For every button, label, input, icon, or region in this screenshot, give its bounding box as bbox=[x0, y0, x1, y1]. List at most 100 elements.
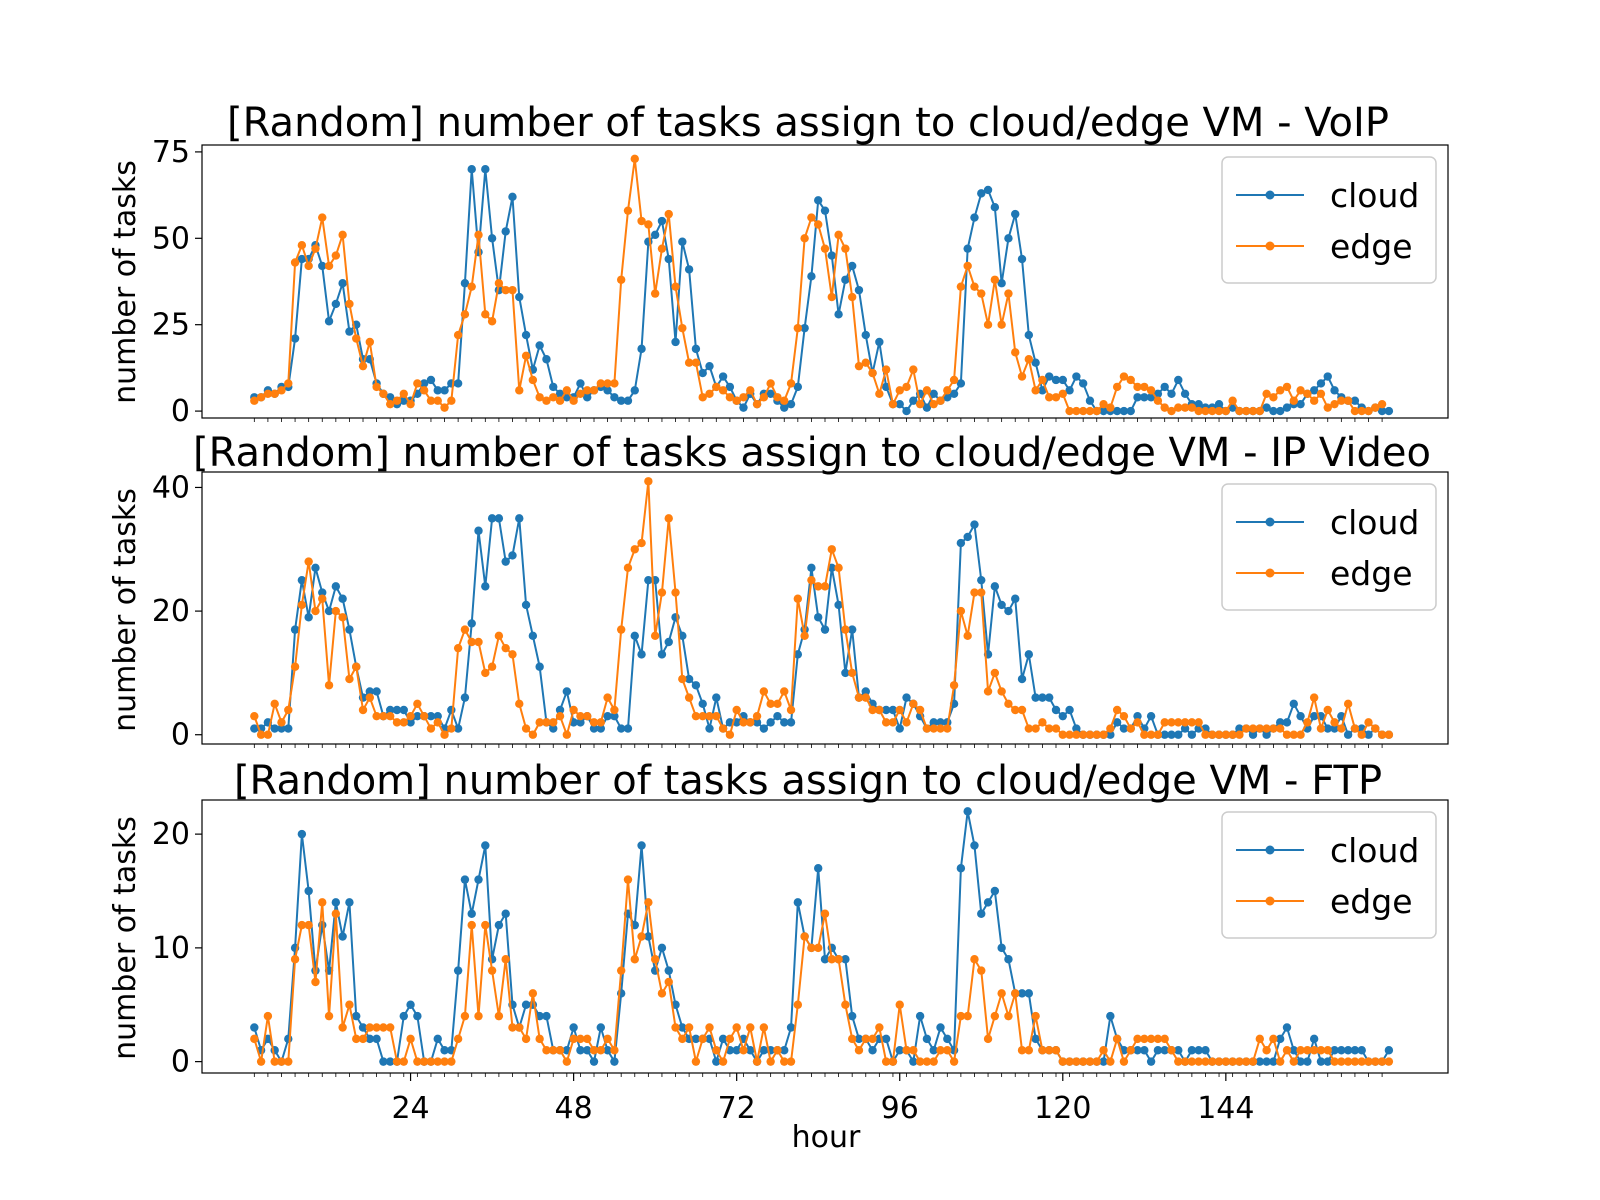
data-point-cloud bbox=[508, 551, 517, 560]
data-point-cloud bbox=[338, 279, 347, 288]
data-point-edge bbox=[1337, 724, 1346, 733]
data-point-edge bbox=[949, 375, 959, 385]
data-point-cloud bbox=[963, 807, 972, 816]
data-point-edge bbox=[1364, 1057, 1373, 1066]
data-point-edge bbox=[589, 718, 599, 727]
data-point-edge bbox=[746, 1023, 755, 1032]
data-point-cloud bbox=[297, 829, 307, 839]
data-point-cloud bbox=[1044, 372, 1054, 381]
data-point-edge bbox=[256, 1057, 266, 1066]
data-point-edge bbox=[1282, 382, 1292, 392]
data-point-cloud bbox=[1024, 989, 1034, 998]
data-point-cloud bbox=[936, 718, 945, 727]
data-point-edge bbox=[759, 393, 769, 402]
data-point-edge bbox=[1350, 724, 1360, 733]
data-point-cloud bbox=[1282, 403, 1292, 412]
data-point-edge bbox=[1309, 693, 1319, 702]
subplot-ftp: [Random] number of tasks assign to cloud… bbox=[108, 758, 1449, 1155]
data-point-cloud bbox=[583, 393, 592, 402]
data-point-edge bbox=[732, 1023, 741, 1032]
data-point-cloud bbox=[1044, 693, 1054, 702]
data-point-edge bbox=[250, 711, 259, 721]
data-point-edge bbox=[691, 711, 701, 721]
data-point-cloud bbox=[936, 1023, 945, 1032]
data-point-cloud bbox=[589, 724, 599, 733]
data-point-edge bbox=[352, 334, 361, 343]
data-point-edge bbox=[1194, 1057, 1203, 1066]
data-point-edge bbox=[1044, 724, 1054, 733]
data-point-cloud bbox=[616, 396, 626, 405]
data-point-cloud bbox=[1316, 1057, 1326, 1066]
data-point-cloud bbox=[841, 275, 850, 284]
data-point-cloud bbox=[1309, 711, 1319, 721]
data-point-edge bbox=[467, 920, 476, 930]
data-point-cloud bbox=[1140, 393, 1149, 402]
data-point-cloud bbox=[644, 575, 653, 585]
data-point-cloud bbox=[297, 575, 307, 585]
data-point-edge bbox=[956, 606, 966, 616]
data-point-edge bbox=[1289, 1057, 1298, 1066]
data-point-cloud bbox=[1275, 1034, 1285, 1044]
data-point-cloud bbox=[324, 317, 334, 326]
data-point-edge bbox=[977, 588, 986, 597]
data-point-edge bbox=[1011, 989, 1020, 998]
data-point-cloud bbox=[691, 1034, 701, 1044]
data-point-cloud bbox=[1275, 718, 1285, 727]
data-point-cloud bbox=[671, 337, 680, 347]
data-point-edge bbox=[1275, 386, 1285, 395]
data-point-cloud bbox=[637, 344, 646, 354]
data-point-cloud bbox=[603, 711, 612, 721]
data-point-cloud bbox=[385, 705, 395, 715]
data-point-cloud bbox=[678, 631, 687, 641]
data-point-edge bbox=[671, 588, 680, 597]
data-point-cloud bbox=[1180, 389, 1190, 399]
legend-entry-edge: edge bbox=[1236, 882, 1413, 921]
data-point-edge bbox=[820, 244, 830, 253]
data-point-edge bbox=[1235, 730, 1244, 739]
data-point-edge bbox=[1364, 406, 1373, 416]
data-point-edge bbox=[1078, 730, 1088, 739]
data-point-cloud bbox=[895, 399, 904, 409]
data-point-cloud bbox=[1296, 1057, 1305, 1066]
data-point-cloud bbox=[814, 864, 823, 873]
data-point-edge bbox=[616, 625, 626, 634]
data-point-cloud bbox=[657, 650, 667, 659]
y-axis-label: number of tasks bbox=[108, 160, 143, 404]
data-point-cloud bbox=[841, 668, 850, 678]
data-point-edge bbox=[270, 389, 279, 399]
data-point-edge bbox=[1337, 1057, 1346, 1066]
data-point-edge bbox=[596, 718, 606, 727]
data-point-edge bbox=[1140, 1034, 1149, 1044]
data-point-edge bbox=[379, 1023, 388, 1032]
data-point-edge bbox=[433, 718, 442, 727]
data-point-cloud bbox=[481, 582, 490, 591]
data-point-edge bbox=[610, 1046, 619, 1055]
data-point-edge bbox=[814, 943, 823, 953]
data-point-edge bbox=[990, 275, 1000, 284]
data-point-edge bbox=[623, 563, 633, 573]
data-point-cloud bbox=[902, 693, 911, 702]
data-point-edge bbox=[331, 606, 341, 616]
plot-frame bbox=[201, 144, 1449, 419]
data-point-edge bbox=[1051, 724, 1061, 733]
legend-entry-edge: edge bbox=[1236, 554, 1413, 593]
data-point-edge bbox=[555, 1046, 565, 1055]
data-point-edge bbox=[318, 213, 327, 222]
data-point-edge bbox=[1072, 1057, 1081, 1066]
data-point-cloud bbox=[528, 631, 538, 641]
y-tick-label: 20 bbox=[152, 817, 190, 852]
data-point-edge bbox=[1350, 406, 1360, 416]
data-point-edge bbox=[1004, 1011, 1013, 1021]
data-point-edge bbox=[1051, 393, 1061, 402]
data-point-edge bbox=[657, 989, 667, 998]
data-point-cloud bbox=[1357, 1046, 1366, 1055]
data-point-edge bbox=[800, 631, 809, 641]
data-point-edge bbox=[1078, 406, 1088, 416]
data-point-edge bbox=[718, 724, 728, 733]
data-point-cloud bbox=[902, 406, 911, 416]
data-point-edge bbox=[1262, 389, 1271, 399]
data-point-edge bbox=[1208, 406, 1217, 416]
data-point-edge bbox=[956, 1011, 966, 1021]
data-point-edge bbox=[1377, 1057, 1387, 1066]
data-point-edge bbox=[1174, 1057, 1183, 1066]
